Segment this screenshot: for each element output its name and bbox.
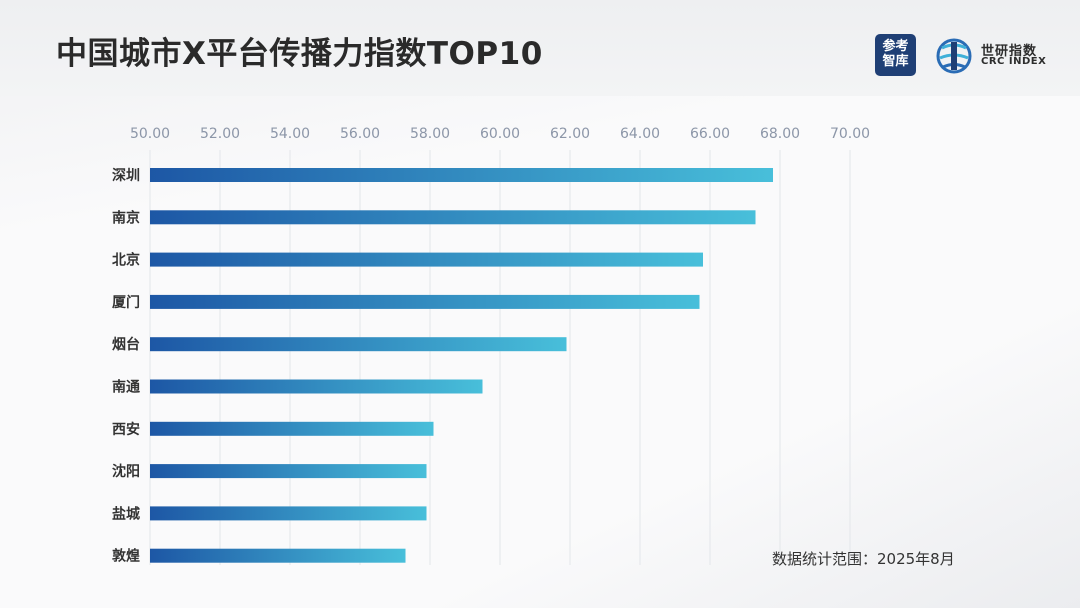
- x-tick-label: 58.00: [410, 126, 450, 142]
- category-label: 南京: [112, 209, 140, 226]
- x-tick-label: 70.00: [830, 126, 870, 142]
- bar: [150, 294, 700, 309]
- category-label: 盐城: [112, 505, 140, 522]
- bar: [150, 252, 703, 267]
- x-axis-ticks: 50.00 52.00 54.00 56.00 58.00 60.00 62.00 64.00…: [130, 126, 870, 142]
- crc-index-logo: 世研指数 CRC INDEX: [936, 36, 1051, 76]
- bar: [150, 379, 483, 394]
- crc-logo-chinese: 世研指数: [981, 44, 1038, 59]
- category-label: 敦煌: [112, 548, 140, 565]
- x-tick-label: 52.00: [200, 126, 240, 142]
- category-label: 沈阳: [112, 463, 140, 480]
- category-label: 深圳: [112, 167, 140, 184]
- x-tick-label: 56.00: [340, 126, 380, 142]
- category-label: 南通: [112, 379, 140, 396]
- x-tick-label: 50.00: [130, 126, 170, 142]
- crc-globe-icon: [936, 38, 972, 74]
- bar: [150, 168, 773, 182]
- bar: [150, 464, 427, 479]
- category-label: 厦门: [112, 294, 140, 311]
- x-tick-label: 64.00: [620, 126, 660, 142]
- category-label: 西安: [112, 421, 140, 438]
- x-tick-label: 68.00: [760, 126, 800, 142]
- bar: [150, 548, 406, 563]
- bars: [150, 168, 773, 563]
- page-title: 中国城市X平台传播力指数TOP10: [56, 36, 543, 72]
- category-label: 烟台: [112, 336, 140, 353]
- crc-logo-english: CRC INDEX: [981, 56, 1047, 67]
- x-tick-label: 62.00: [550, 126, 590, 142]
- cankao-logo-line2: 智库: [882, 54, 909, 69]
- category-label: 北京: [112, 252, 140, 269]
- x-tick-label: 60.00: [480, 126, 520, 142]
- data-range-footnote: 数据统计范围：2025年8月: [772, 550, 955, 568]
- x-tick-label: 54.00: [270, 126, 310, 142]
- bar: [150, 506, 427, 521]
- bar: [150, 337, 567, 352]
- cankao-logo: 参考 智库: [875, 34, 916, 76]
- bar: [150, 421, 434, 436]
- bar: [150, 210, 756, 225]
- x-tick-label: 66.00: [690, 126, 730, 142]
- cankao-logo-line1: 参考: [882, 39, 909, 54]
